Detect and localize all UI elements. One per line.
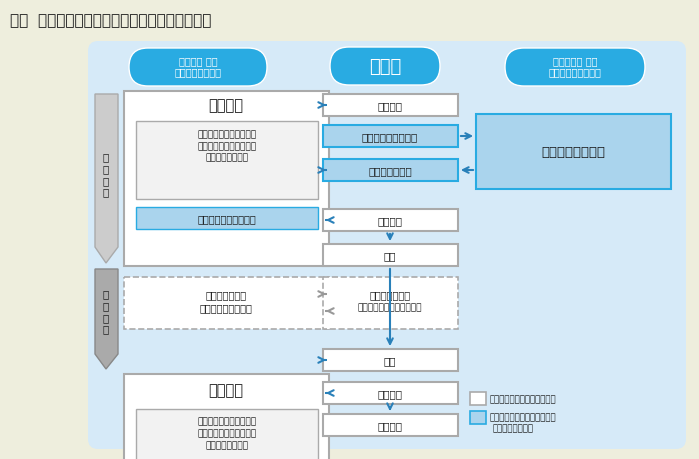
FancyBboxPatch shape xyxy=(88,42,686,449)
Text: されている手続き: されている手続き xyxy=(493,424,534,432)
Text: 省エネ基準適合の確認: 省エネ基準適合の確認 xyxy=(198,213,257,224)
Bar xyxy=(124,92,329,266)
Text: 確認済証: 確認済証 xyxy=(377,216,403,225)
Bar xyxy=(136,122,318,200)
Text: （構造関係規定、防火避: （構造関係規定、防火避 xyxy=(197,142,257,151)
Text: 難規定などきむ）: 難規定などきむ） xyxy=(206,441,249,449)
Bar xyxy=(323,160,458,182)
Text: 難規定などきむ）: 難規定などきむ） xyxy=(206,153,249,162)
Bar xyxy=(323,277,458,329)
Text: 省エネ適合性判定: 省エネ適合性判定 xyxy=(541,145,605,158)
Text: 使用開始: 使用開始 xyxy=(377,420,403,430)
Bar xyxy=(124,374,329,459)
Bar xyxy=(124,277,329,329)
Bar xyxy=(323,349,458,371)
Polygon shape xyxy=(95,269,118,369)
Text: 完了検査: 完了検査 xyxy=(208,383,243,397)
Text: 検査済証: 検査済証 xyxy=(377,388,403,398)
Text: 審
査
段
階: 審 査 段 階 xyxy=(103,152,109,197)
Text: 竣工: 竣工 xyxy=(384,355,396,365)
Bar xyxy=(136,409,318,459)
Bar xyxy=(470,392,486,405)
Text: 建築主事 又は: 建築主事 又は xyxy=(179,56,217,66)
Bar xyxy=(323,210,458,231)
FancyBboxPatch shape xyxy=(330,48,440,86)
Bar xyxy=(323,382,458,404)
Text: 工
事
段
階: 工 事 段 階 xyxy=(103,289,109,334)
Bar xyxy=(470,411,486,424)
Text: 所管行政庁 又は: 所管行政庁 又は xyxy=(553,56,597,66)
Text: （必要に応じ）: （必要に応じ） xyxy=(370,289,410,299)
Text: ：建築物省エネ法により追加: ：建築物省エネ法により追加 xyxy=(490,413,556,421)
Text: （構造関係規定、防火避: （構造関係規定、防火避 xyxy=(197,429,257,437)
Bar xyxy=(476,115,671,190)
Bar xyxy=(136,207,318,230)
Bar xyxy=(323,245,458,266)
Text: ：建築基準法上必要な手続き: ：建築基準法上必要な手続き xyxy=(490,394,556,403)
FancyBboxPatch shape xyxy=(129,49,267,87)
Text: 建築基準法令適合の検査: 建築基準法令適合の検査 xyxy=(197,417,257,425)
Text: 省エネ性能確保計画: 省エネ性能確保計画 xyxy=(362,132,418,142)
Bar xyxy=(323,126,458,148)
Text: 図７  省エネ適判が必要な場合の確認申請フロー: 図７ 省エネ適判が必要な場合の確認申請フロー xyxy=(10,13,211,28)
Text: 登録省エネ判定機関: 登録省エネ判定機関 xyxy=(549,67,601,77)
Bar xyxy=(323,95,458,117)
Text: 計画変更・中間検査: 計画変更・中間検査 xyxy=(199,302,252,312)
Text: 建築主: 建築主 xyxy=(369,58,401,76)
Text: 建築基準法令適合の確認: 建築基準法令適合の確認 xyxy=(197,130,257,139)
FancyBboxPatch shape xyxy=(505,49,645,87)
Text: 着工: 着工 xyxy=(384,251,396,260)
Text: 確認審査: 確認審査 xyxy=(208,98,243,113)
Text: 適合判定通知書: 適合判定通知書 xyxy=(368,166,412,176)
Text: 確認申請: 確認申請 xyxy=(377,101,403,111)
Text: （必要に応じ）: （必要に応じ） xyxy=(206,289,247,299)
Bar xyxy=(323,414,458,436)
Text: 指定確認検査機関: 指定確認検査機関 xyxy=(175,67,222,77)
Polygon shape xyxy=(95,95,118,263)
Text: 計画変更・中間検査手続き: 計画変更・中間検査手続き xyxy=(358,303,422,312)
